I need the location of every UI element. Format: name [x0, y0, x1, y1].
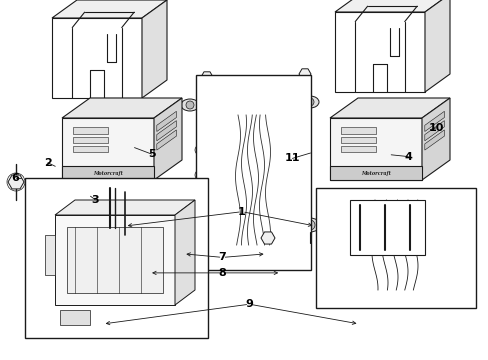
- Polygon shape: [329, 98, 449, 118]
- Circle shape: [122, 104, 130, 112]
- Circle shape: [124, 106, 128, 110]
- Circle shape: [241, 91, 248, 99]
- Polygon shape: [334, 12, 424, 92]
- Polygon shape: [62, 98, 182, 118]
- Polygon shape: [25, 178, 207, 338]
- Polygon shape: [157, 111, 176, 131]
- Polygon shape: [424, 121, 444, 141]
- Ellipse shape: [441, 264, 457, 276]
- Circle shape: [390, 104, 398, 112]
- Circle shape: [195, 195, 204, 205]
- Circle shape: [251, 246, 260, 254]
- Polygon shape: [52, 18, 142, 98]
- Polygon shape: [329, 118, 421, 180]
- Polygon shape: [424, 130, 444, 150]
- Polygon shape: [329, 166, 421, 180]
- Polygon shape: [298, 69, 310, 79]
- Text: 8: 8: [218, 268, 226, 278]
- Polygon shape: [315, 188, 475, 308]
- Text: Motorcraft: Motorcraft: [93, 171, 122, 176]
- Polygon shape: [421, 98, 449, 180]
- Polygon shape: [62, 166, 154, 180]
- Polygon shape: [349, 200, 424, 255]
- Polygon shape: [73, 136, 108, 143]
- Circle shape: [364, 106, 368, 110]
- Ellipse shape: [456, 244, 472, 256]
- Text: 4: 4: [404, 152, 411, 162]
- Polygon shape: [340, 146, 375, 152]
- Polygon shape: [55, 200, 195, 215]
- Polygon shape: [67, 227, 163, 293]
- Text: 7: 7: [218, 252, 226, 262]
- Polygon shape: [424, 0, 449, 92]
- Polygon shape: [340, 136, 375, 143]
- Circle shape: [95, 104, 103, 112]
- Polygon shape: [62, 118, 154, 180]
- Circle shape: [97, 106, 101, 110]
- Ellipse shape: [237, 247, 259, 263]
- Circle shape: [392, 106, 396, 110]
- Polygon shape: [157, 130, 176, 150]
- Polygon shape: [175, 200, 195, 305]
- Text: 11: 11: [284, 153, 300, 163]
- Circle shape: [305, 98, 313, 106]
- Text: 2: 2: [44, 158, 52, 168]
- Text: 10: 10: [427, 123, 443, 133]
- Text: 5: 5: [147, 149, 155, 159]
- Polygon shape: [424, 111, 444, 131]
- Polygon shape: [60, 310, 90, 325]
- Circle shape: [195, 220, 204, 230]
- Polygon shape: [157, 121, 176, 141]
- Circle shape: [257, 91, 264, 99]
- Polygon shape: [55, 215, 175, 305]
- Text: 1: 1: [238, 207, 245, 217]
- Circle shape: [236, 246, 244, 254]
- Circle shape: [195, 170, 204, 180]
- Polygon shape: [334, 0, 449, 12]
- Text: Motorcraft: Motorcraft: [360, 171, 390, 176]
- Circle shape: [362, 104, 370, 112]
- Polygon shape: [11, 178, 21, 186]
- Circle shape: [195, 145, 204, 155]
- Ellipse shape: [426, 209, 442, 221]
- Text: 9: 9: [245, 299, 253, 309]
- Circle shape: [305, 220, 314, 230]
- Ellipse shape: [301, 96, 318, 108]
- Text: 6: 6: [12, 173, 20, 183]
- Polygon shape: [196, 75, 310, 270]
- Text: 3: 3: [91, 195, 99, 205]
- Polygon shape: [73, 127, 108, 134]
- Polygon shape: [73, 146, 108, 152]
- Ellipse shape: [242, 92, 264, 108]
- Ellipse shape: [446, 224, 462, 236]
- Polygon shape: [261, 232, 274, 244]
- Circle shape: [185, 101, 194, 109]
- Polygon shape: [52, 0, 167, 18]
- Polygon shape: [154, 98, 182, 180]
- Polygon shape: [142, 0, 167, 98]
- Polygon shape: [340, 127, 375, 134]
- Polygon shape: [8, 175, 24, 189]
- Polygon shape: [45, 235, 55, 275]
- Ellipse shape: [299, 218, 319, 232]
- Ellipse shape: [181, 99, 199, 111]
- Polygon shape: [201, 72, 213, 82]
